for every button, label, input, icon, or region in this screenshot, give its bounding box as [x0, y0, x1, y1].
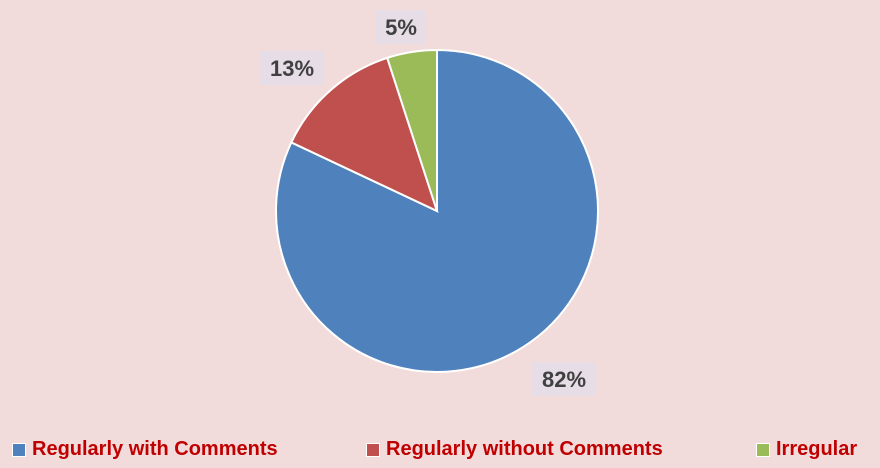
slice-label-bg-0: [532, 362, 596, 396]
slice-labels: 82% 13% 5%: [260, 10, 596, 396]
legend-label: Regularly without Comments: [386, 438, 663, 460]
pie-slice-regularly-without-comments: [289, 56, 439, 213]
legend-label: Irregular: [776, 438, 858, 460]
legend-item-irregular: Irregular: [756, 438, 857, 461]
legend: Regularly with Comments Regularly withou…: [0, 438, 880, 464]
slice-label-bg-2: [376, 10, 426, 44]
slice-label-bg-1: [260, 51, 324, 85]
slice-label-irregular: 5%: [385, 15, 417, 40]
legend-swatch-green: [756, 442, 770, 457]
legend-swatch-red: [366, 442, 380, 457]
slice-label-regularly-without-comments: 13%: [270, 56, 314, 81]
pie-slice-irregular: [385, 48, 438, 212]
slice-label-regularly-with-comments: 82%: [542, 367, 586, 392]
legend-item-regularly-with-comments: Regularly with Comments: [12, 438, 278, 461]
legend-swatch-blue: [12, 442, 26, 457]
legend-label: Regularly with Comments: [32, 438, 278, 460]
pie-slices: [275, 48, 599, 373]
legend-item-regularly-without-comments: Regularly without Comments: [366, 438, 663, 461]
